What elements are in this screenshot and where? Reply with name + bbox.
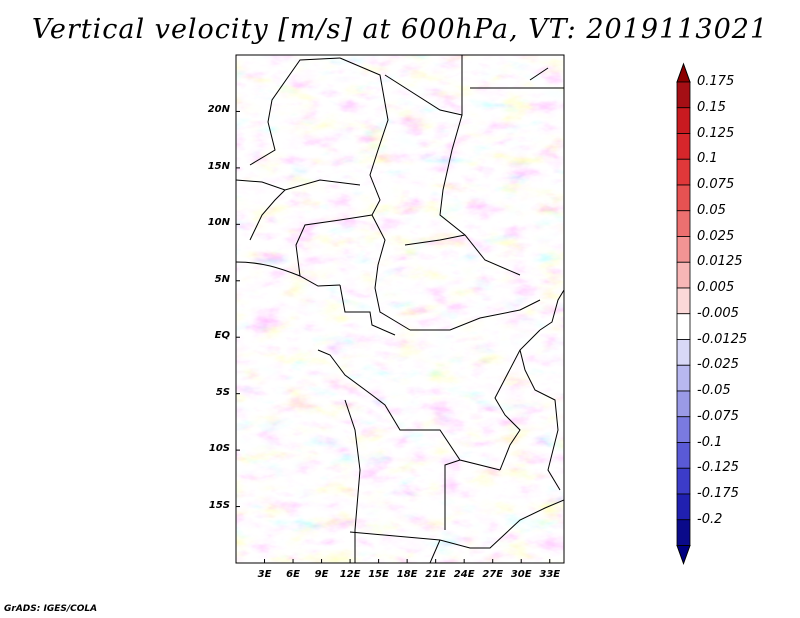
colorbar-label: 0.075 xyxy=(697,177,735,192)
lat-label-eq: EQ xyxy=(214,330,230,342)
colorbar-label: -0.2 xyxy=(697,511,723,527)
plot-title: Vertical velocity [m/s] at 600hPa, VT: 2… xyxy=(31,14,769,45)
colorbar-swatch xyxy=(676,261,691,289)
colorbar-top-arrow xyxy=(676,62,691,83)
colorbar-label: -0.1 xyxy=(697,434,723,450)
colorbar-label: 0.05 xyxy=(697,202,726,218)
footer-credit: GrADS: IGES/COLA xyxy=(4,604,98,614)
colorbar-swatch xyxy=(676,390,691,418)
colorbar-label: 0.125 xyxy=(697,125,735,141)
colorbar-label: 0.0125 xyxy=(697,254,743,270)
lon-label-21e: 21E xyxy=(425,569,447,580)
colorbar-swatch xyxy=(676,467,691,495)
colorbar-swatch xyxy=(676,184,691,212)
colorbar-swatch xyxy=(676,442,691,469)
colorbar-label: -0.005 xyxy=(697,305,739,321)
colorbar-label: 0.175 xyxy=(697,74,735,89)
lon-label-30e: 30E xyxy=(510,569,532,580)
colorbar-label: -0.0125 xyxy=(697,331,748,347)
colorbar-bottom-arrow xyxy=(676,545,691,565)
lat-label-10n: 10N xyxy=(207,217,230,229)
country-borders xyxy=(236,55,564,563)
colorbar-label: 0.1 xyxy=(697,151,718,167)
lon-label-12e: 12E xyxy=(339,569,361,580)
lat-label-15s: 15S xyxy=(208,499,230,511)
lat-label-5n: 5N xyxy=(214,273,230,285)
colorbar-swatch xyxy=(676,339,691,366)
colorbar-swatch xyxy=(676,133,691,160)
colorbar-swatch xyxy=(676,81,691,109)
colorbar-swatch xyxy=(676,287,691,315)
lat-label-5s: 5S xyxy=(215,386,230,398)
lon-label-6e: 6E xyxy=(286,569,300,580)
lon-label-24e: 24E xyxy=(453,569,475,580)
colorbar-swatch xyxy=(676,416,691,443)
lat-label-10s: 10S xyxy=(208,443,230,455)
lon-label-33e: 33E xyxy=(539,569,561,580)
colorbar-swatch xyxy=(676,519,691,546)
colorbar-label: -0.175 xyxy=(697,486,739,501)
lon-label-9e: 9E xyxy=(314,569,329,580)
colorbar-swatch xyxy=(676,210,691,237)
lat-label-20n: 20N xyxy=(207,104,230,116)
colorbar-label: -0.05 xyxy=(697,383,731,398)
colorbar-swatch xyxy=(676,313,691,340)
colorbar-swatch xyxy=(676,236,691,263)
colorbar-label: 0.005 xyxy=(697,280,735,295)
colorbar-label: 0.15 xyxy=(697,99,726,115)
lon-label-15e: 15E xyxy=(368,569,389,580)
colorbar xyxy=(676,62,691,565)
lon-label-3e: 3E xyxy=(257,569,272,580)
map-frame xyxy=(235,54,565,564)
lon-label-27e: 27E xyxy=(482,569,504,580)
velocity-field xyxy=(236,55,564,563)
colorbar-label: -0.025 xyxy=(697,357,739,373)
lat-label-15n: 15N xyxy=(207,160,230,172)
colorbar-label: -0.075 xyxy=(697,408,739,424)
colorbar-swatch xyxy=(676,364,691,392)
colorbar-swatch xyxy=(676,158,691,186)
colorbar-label: -0.125 xyxy=(697,460,739,476)
colorbar-label: 0.025 xyxy=(697,228,735,244)
colorbar-swatch xyxy=(676,107,691,134)
lon-label-18e: 18E xyxy=(396,569,418,580)
colorbar-swatch xyxy=(676,493,691,521)
